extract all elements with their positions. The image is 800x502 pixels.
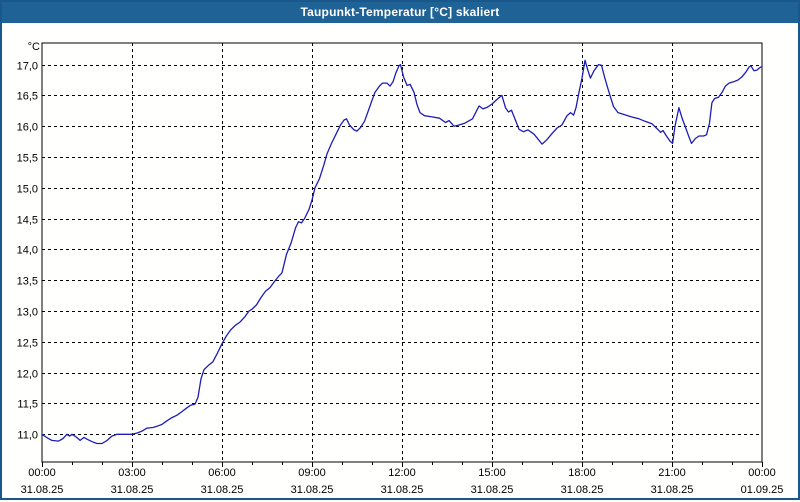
- y-tick-label: 13,0: [17, 307, 38, 319]
- y-axis-unit-label: °C: [28, 41, 40, 53]
- x-date-label: 31.08.25: [111, 484, 154, 496]
- x-date-label: 31.08.25: [291, 484, 334, 496]
- y-tick-label: 12,0: [17, 369, 38, 381]
- axis-labels: 17,0 16,5 16,0 15,5 15,0 14,5 14,0 13,5 13,0 12,5…: [17, 41, 784, 496]
- x-date-label: 31.08.25: [471, 484, 514, 496]
- x-time-label: 00:00: [28, 467, 56, 479]
- x-time-label: 15:00: [478, 467, 506, 479]
- x-time-label: 03:00: [118, 467, 146, 479]
- x-date-label: 31.08.25: [561, 484, 604, 496]
- y-tick-label: 16,0: [17, 122, 38, 134]
- y-tick-label: 14,5: [17, 215, 38, 227]
- y-tick-label: 15,0: [17, 184, 38, 196]
- y-tick-label: 12,5: [17, 338, 38, 350]
- x-time-label: 06:00: [208, 467, 236, 479]
- gridlines: [42, 43, 762, 462]
- x-date-label: 01.09.25: [741, 484, 784, 496]
- y-tick-label: 15,5: [17, 153, 38, 165]
- y-tick-label: 17,0: [17, 61, 38, 73]
- x-time-label: 21:00: [658, 467, 686, 479]
- temperature-line: [41, 59, 763, 445]
- axis-ticks: [42, 462, 763, 467]
- x-date-label: 31.08.25: [201, 484, 244, 496]
- x-date-label: 31.08.25: [381, 484, 424, 496]
- window-title: Taupunkt-Temperatur [°C] skaliert: [300, 5, 500, 19]
- y-tick-label: 11,5: [17, 399, 38, 411]
- x-time-label: 12:00: [388, 467, 416, 479]
- x-date-label: 31.08.25: [21, 484, 64, 496]
- y-tick-label: 13,5: [17, 276, 38, 288]
- y-tick-label: 14,0: [17, 245, 38, 257]
- data-series: [41, 59, 763, 445]
- x-time-label: 18:00: [568, 467, 596, 479]
- y-tick-label: 11,0: [17, 430, 38, 442]
- x-time-label: 00:00: [748, 467, 776, 479]
- window-title-bar[interactable]: Taupunkt-Temperatur [°C] skaliert: [2, 2, 798, 23]
- x-time-label: 09:00: [298, 467, 326, 479]
- x-date-label: 31.08.25: [651, 484, 694, 496]
- y-tick-label: 16,5: [17, 91, 38, 103]
